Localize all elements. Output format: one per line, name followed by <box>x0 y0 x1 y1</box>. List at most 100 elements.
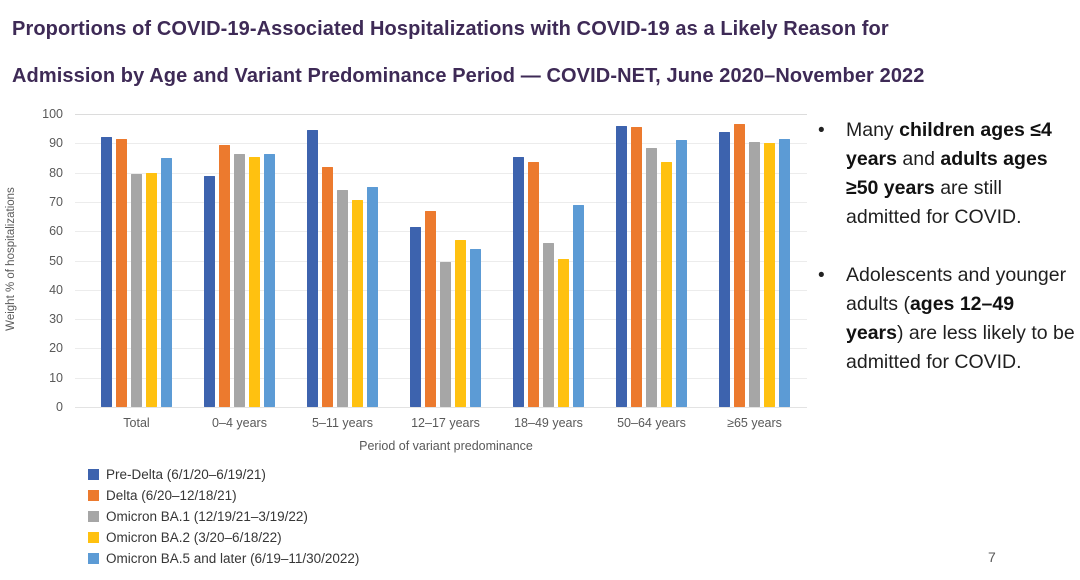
gridline <box>75 407 807 408</box>
page-number: 7 <box>988 549 996 565</box>
bar <box>719 131 730 407</box>
bar <box>734 124 745 407</box>
bar <box>749 141 760 407</box>
legend-item: Omicron BA.1 (12/19/21–3/19/22) <box>88 506 359 527</box>
bar-group <box>394 114 497 407</box>
y-tick-label: 40 <box>49 282 63 297</box>
bar <box>528 162 539 407</box>
bar <box>219 144 230 407</box>
bar-group <box>188 114 291 407</box>
bar <box>234 153 245 407</box>
bar <box>558 259 569 407</box>
bar-groups <box>75 114 807 407</box>
bar <box>440 261 451 407</box>
slide-title: Proportions of COVID-19-Associated Hospi… <box>12 6 1072 100</box>
bar <box>131 174 142 407</box>
bullet-marker: • <box>818 265 825 286</box>
slide-title-line1: Proportions of COVID-19-Associated Hospi… <box>12 18 889 40</box>
bar <box>616 125 627 407</box>
legend-item: Omicron BA.2 (3/20–6/18/22) <box>88 527 359 548</box>
bar <box>455 240 466 407</box>
bar <box>307 130 318 407</box>
y-tick-label: 70 <box>49 194 63 209</box>
y-axis-title: Weight % of hospitalizations <box>5 187 17 331</box>
bar <box>116 138 127 407</box>
bar <box>101 137 112 407</box>
legend-swatch-icon <box>88 490 99 501</box>
legend-label: Omicron BA.1 (12/19/21–3/19/22) <box>106 509 308 524</box>
bar <box>631 127 642 407</box>
key-point: • Many children ages ≤4 years and adults … <box>818 116 1076 232</box>
key-points-list: • Many children ages ≤4 years and adults … <box>818 116 1076 406</box>
legend-item: Omicron BA.5 and later (6/19–11/30/2022) <box>88 548 359 569</box>
bar <box>646 147 657 407</box>
y-tick-label: 0 <box>56 400 63 414</box>
x-tick-label: 12–17 years <box>411 416 480 430</box>
bar <box>367 187 378 407</box>
bar-group <box>497 114 600 407</box>
bar <box>249 156 260 407</box>
y-tick-label: 20 <box>49 341 63 356</box>
bar <box>470 248 481 407</box>
legend-label: Omicron BA.2 (3/20–6/18/22) <box>106 530 282 545</box>
bar-chart: Weight % of hospitalizations 0 10 20 30 40 50… <box>0 96 820 576</box>
bar-group <box>703 114 806 407</box>
legend-item: Delta (6/20–12/18/21) <box>88 485 359 506</box>
chart-legend: Pre-Delta (6/1/20–6/19/21) Delta (6/20–12… <box>88 464 359 569</box>
y-tick-label: 60 <box>49 224 63 239</box>
bar <box>146 172 157 407</box>
y-tick-label: 90 <box>49 136 63 151</box>
gridline <box>75 114 807 115</box>
gridline <box>75 172 807 174</box>
x-tick-label: 50–64 years <box>617 416 686 430</box>
legend-item: Pre-Delta (6/1/20–6/19/21) <box>88 464 359 485</box>
legend-swatch-icon <box>88 553 99 564</box>
gridline <box>75 201 807 203</box>
bar <box>264 153 275 407</box>
x-tick-label: 0–4 years <box>212 416 267 430</box>
bar-group <box>291 114 394 407</box>
bar <box>543 242 554 407</box>
bar <box>352 200 363 407</box>
legend-label: Pre-Delta (6/1/20–6/19/21) <box>106 467 266 482</box>
x-tick-label: ≥65 years <box>727 416 782 430</box>
bar <box>573 204 584 407</box>
y-tick-label: 80 <box>49 165 63 180</box>
bar <box>322 166 333 407</box>
legend-label: Omicron BA.5 and later (6/19–11/30/2022) <box>106 551 360 566</box>
gridline <box>75 143 807 145</box>
key-point: • Adolescents and younger adults (ages 12… <box>818 261 1076 377</box>
gridline <box>75 260 807 262</box>
legend-swatch-icon <box>88 511 99 522</box>
legend-label: Delta (6/20–12/18/21) <box>106 488 237 503</box>
bar-group <box>85 114 188 407</box>
y-tick-label: 100 <box>42 107 63 121</box>
x-tick-label: Total <box>123 416 150 430</box>
x-tick-label: 5–11 years <box>312 416 373 430</box>
y-tick-label: 30 <box>49 312 63 327</box>
x-axis-title: Period of variant predominance <box>359 439 533 453</box>
bullet-marker: • <box>818 120 825 141</box>
bar <box>513 156 524 407</box>
legend-swatch-icon <box>88 469 99 480</box>
bar <box>410 226 421 407</box>
plot-area: 0 10 20 30 40 50 60 70 80 90 100 <box>42 107 807 414</box>
bar <box>425 210 436 407</box>
bar <box>661 162 672 407</box>
x-tick-label: 18–49 years <box>514 416 583 430</box>
bar <box>337 190 348 407</box>
bullet-text: Adolescents and younger adults (ages 12–… <box>846 264 1075 373</box>
legend-swatch-icon <box>88 532 99 543</box>
x-axis-labels: Total 0–4 years 5–11 years 12–17 years 18–49… <box>85 416 807 430</box>
y-tick-label: 10 <box>49 370 63 385</box>
bar <box>779 138 790 407</box>
slide-title-line2: Admission by Age and Variant Predominanc… <box>12 65 925 87</box>
gridline <box>75 231 807 233</box>
bar <box>676 140 687 407</box>
bullet-text: Many children ages ≤4 years and adults a… <box>846 119 1052 228</box>
bar <box>204 175 215 407</box>
bar-group <box>600 114 703 407</box>
bar <box>764 143 775 407</box>
y-tick-label: 50 <box>49 253 63 268</box>
bar <box>161 157 172 407</box>
